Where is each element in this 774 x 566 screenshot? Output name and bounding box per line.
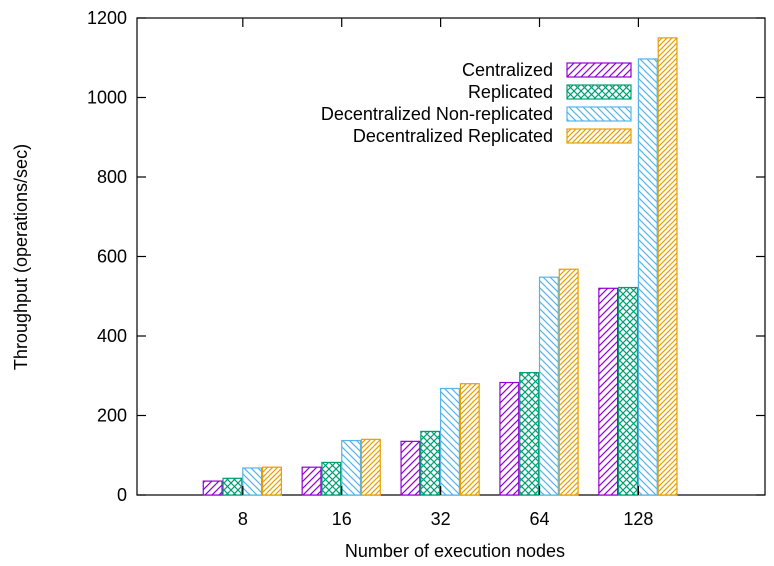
legend-label: Decentralized Non-replicated — [321, 104, 553, 124]
bar-replicated-16 — [321, 461, 342, 496]
y-tick-label: 600 — [97, 247, 127, 267]
y-axis-title: Throughput (operations/sec) — [11, 144, 31, 370]
bar-decentralized-replicated-32 — [459, 383, 480, 496]
bar-centralized-8 — [202, 480, 223, 496]
bar-decentralized-non-replicated-64 — [538, 276, 559, 496]
legend-swatch — [566, 106, 632, 122]
y-tick-label: 1200 — [87, 8, 127, 28]
x-tick-label: 16 — [332, 509, 352, 529]
y-tick-label: 0 — [117, 485, 127, 505]
y-tick-label: 800 — [97, 167, 127, 187]
bar-decentralized-non-replicated-16 — [341, 439, 362, 496]
bar-decentralized-replicated-8 — [262, 466, 282, 496]
bar-replicated-8 — [222, 477, 243, 496]
x-tick-label: 64 — [529, 509, 549, 529]
bar-centralized-16 — [301, 466, 322, 496]
bar-replicated-64 — [519, 371, 540, 496]
bar-decentralized-non-replicated-32 — [440, 387, 460, 496]
legend-swatch — [566, 62, 632, 78]
legend-label: Centralized — [462, 60, 553, 80]
bars-group — [202, 37, 678, 496]
bar-centralized-128 — [598, 287, 619, 496]
bar-decentralized-non-replicated-128 — [637, 58, 658, 496]
y-tick-label: 1000 — [87, 88, 127, 108]
y-axis: 0 200 400 600 800 1000 1200 — [87, 8, 765, 505]
legend-label: Replicated — [468, 82, 553, 102]
bar-centralized-64 — [499, 381, 520, 496]
y-tick-label: 400 — [97, 326, 127, 346]
bar-decentralized-replicated-128 — [657, 37, 678, 496]
x-axis-title: Number of execution nodes — [345, 541, 565, 561]
legend-swatch — [566, 84, 632, 100]
bar-decentralized-replicated-16 — [360, 438, 381, 496]
bar-decentralized-non-replicated-8 — [242, 467, 263, 496]
bar-replicated-128 — [618, 286, 639, 496]
bar-replicated-32 — [420, 430, 441, 496]
x-axis: 8 16 32 64 128 — [238, 18, 653, 529]
x-tick-label: 32 — [431, 509, 451, 529]
bar-centralized-32 — [400, 440, 421, 496]
y-tick-label: 200 — [97, 406, 127, 426]
legend-label: Decentralized Replicated — [353, 126, 553, 146]
x-tick-label: 8 — [238, 509, 248, 529]
legend-swatch — [566, 128, 632, 144]
bar-decentralized-replicated-64 — [558, 268, 579, 496]
x-tick-label: 128 — [623, 509, 653, 529]
